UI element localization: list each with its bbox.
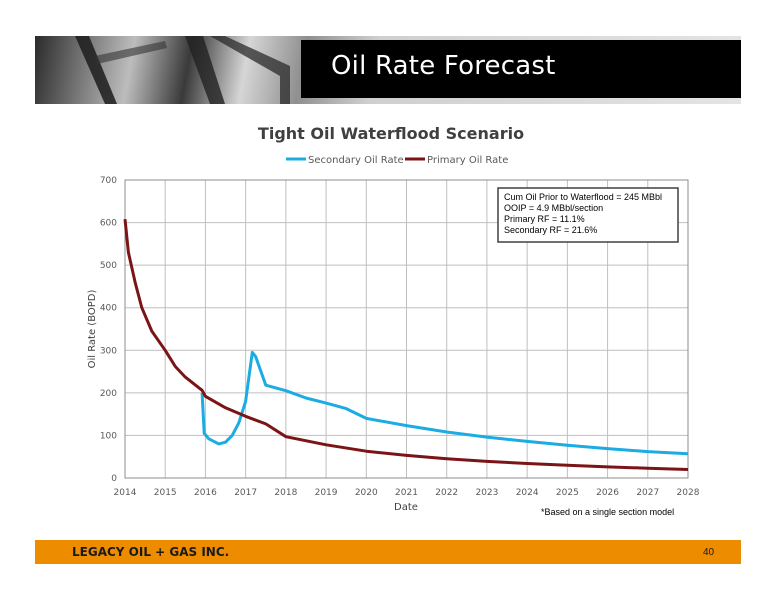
slide-title: Oil Rate Forecast — [331, 51, 556, 81]
y-tick-label: 0 — [111, 474, 117, 484]
plot-area-border — [124, 179, 689, 479]
legend-label-secondary: Secondary Oil Rate — [308, 155, 404, 166]
y-tick-label: 600 — [100, 219, 117, 229]
x-tick-label: 2019 — [315, 488, 338, 498]
page-number: 40 — [703, 547, 715, 558]
y-tick-label: 300 — [100, 346, 117, 356]
x-tick-label: 2027 — [636, 488, 659, 498]
chart-title: Tight Oil Waterflood Scenario — [258, 124, 524, 143]
chart-footnote: *Based on a single section model — [541, 507, 674, 517]
annotation-line-2: OOIP = 4.9 MBbl/section — [504, 203, 603, 213]
footer-bar — [35, 540, 741, 564]
y-tick-label: 100 — [100, 431, 117, 441]
company-logo: LEGACY OIL + GAS INC. — [72, 545, 230, 559]
legend-label-primary: Primary Oil Rate — [427, 155, 508, 166]
annotation-box: Cum Oil Prior to Waterflood = 245 MBbl O… — [497, 187, 679, 243]
y-tick-label: 500 — [100, 261, 117, 271]
x-tick-label: 2021 — [395, 488, 418, 498]
annotation-line-1: Cum Oil Prior to Waterflood = 245 MBbl — [504, 192, 662, 202]
pumpjack-photo-icon — [75, 36, 290, 104]
y-tick-label: 700 — [100, 176, 117, 186]
x-tick-label: 2016 — [194, 488, 217, 498]
x-tick-label: 2018 — [274, 488, 297, 498]
x-tick-label: 2017 — [234, 488, 257, 498]
x-tick-label: 2020 — [355, 488, 378, 498]
x-tick-label: 2026 — [596, 488, 619, 498]
x-tick-label: 2022 — [435, 488, 458, 498]
x-axis-ticks: 2014 2015 2016 2017 2018 2019 2020 2021 2022 2023… — [114, 488, 700, 498]
x-axis-label: Date — [394, 502, 418, 513]
x-tick-label: 2014 — [114, 488, 137, 498]
y-axis-ticks: 0 100 200 300 400 500 600 700 — [100, 176, 117, 484]
x-tick-label: 2024 — [516, 488, 539, 498]
series-line-primary-oil-rate — [123, 219, 689, 471]
annotation-line-3: Primary RF = 11.1% — [504, 214, 585, 224]
title-box — [301, 40, 741, 98]
oil-rate-chart: Tight Oil Waterflood Scenario Secondary … — [87, 124, 700, 517]
x-tick-label: 2015 — [154, 488, 177, 498]
y-axis-label: Oil Rate (BOPD) — [87, 290, 98, 369]
x-tick-label: 2023 — [475, 488, 498, 498]
legend: Secondary Oil Rate Primary Oil Rate — [286, 155, 508, 166]
annotation-line-4: Secondary RF = 21.6% — [504, 225, 597, 235]
x-tick-label: 2028 — [677, 488, 700, 498]
y-tick-label: 400 — [100, 304, 117, 314]
x-tick-label: 2025 — [556, 488, 579, 498]
y-tick-label: 200 — [100, 389, 117, 399]
series-line-secondary-oil-rate — [200, 350, 689, 456]
